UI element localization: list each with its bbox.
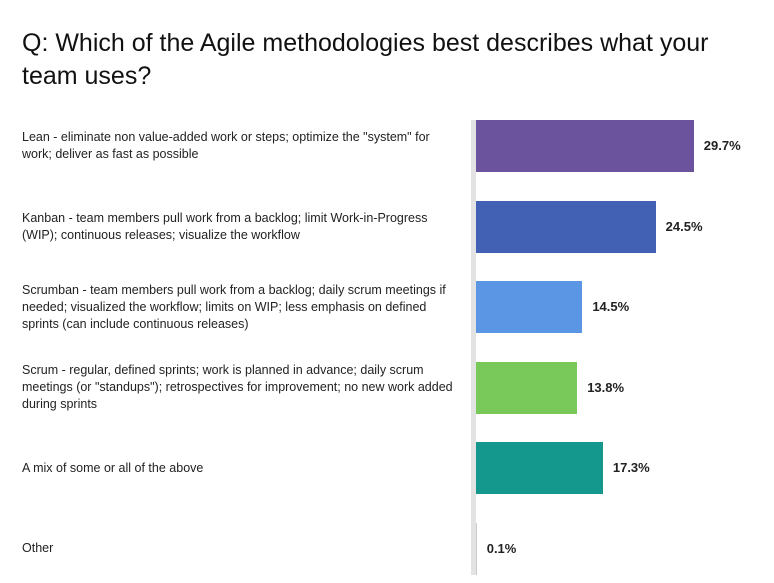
category-label: A mix of some or all of the above	[22, 460, 204, 475]
value-label: 29.7%	[703, 138, 741, 153]
bar	[476, 200, 656, 253]
category-label: Scrumban - team members pull work from a…	[22, 282, 446, 331]
value-label: 17.3%	[612, 460, 650, 475]
bar	[476, 442, 603, 494]
category-label: Kanban - team members pull work from a b…	[22, 210, 428, 242]
value-label: 13.8%	[587, 379, 625, 395]
bar	[476, 361, 578, 414]
value-label: 14.5%	[592, 299, 630, 314]
bar	[476, 522, 477, 575]
bar	[476, 120, 694, 172]
bar	[476, 281, 583, 333]
category-label: Lean - eliminate non value-added work or…	[22, 130, 430, 161]
value-label: 0.1%	[486, 540, 517, 556]
chart-title: Q: Which of the Agile methodologies best…	[22, 29, 709, 90]
value-label: 24.5%	[665, 218, 703, 234]
category-label: Scrum - regular, defined sprints; work i…	[22, 363, 453, 411]
axis-line	[471, 120, 476, 575]
category-label: Other	[22, 541, 54, 555]
